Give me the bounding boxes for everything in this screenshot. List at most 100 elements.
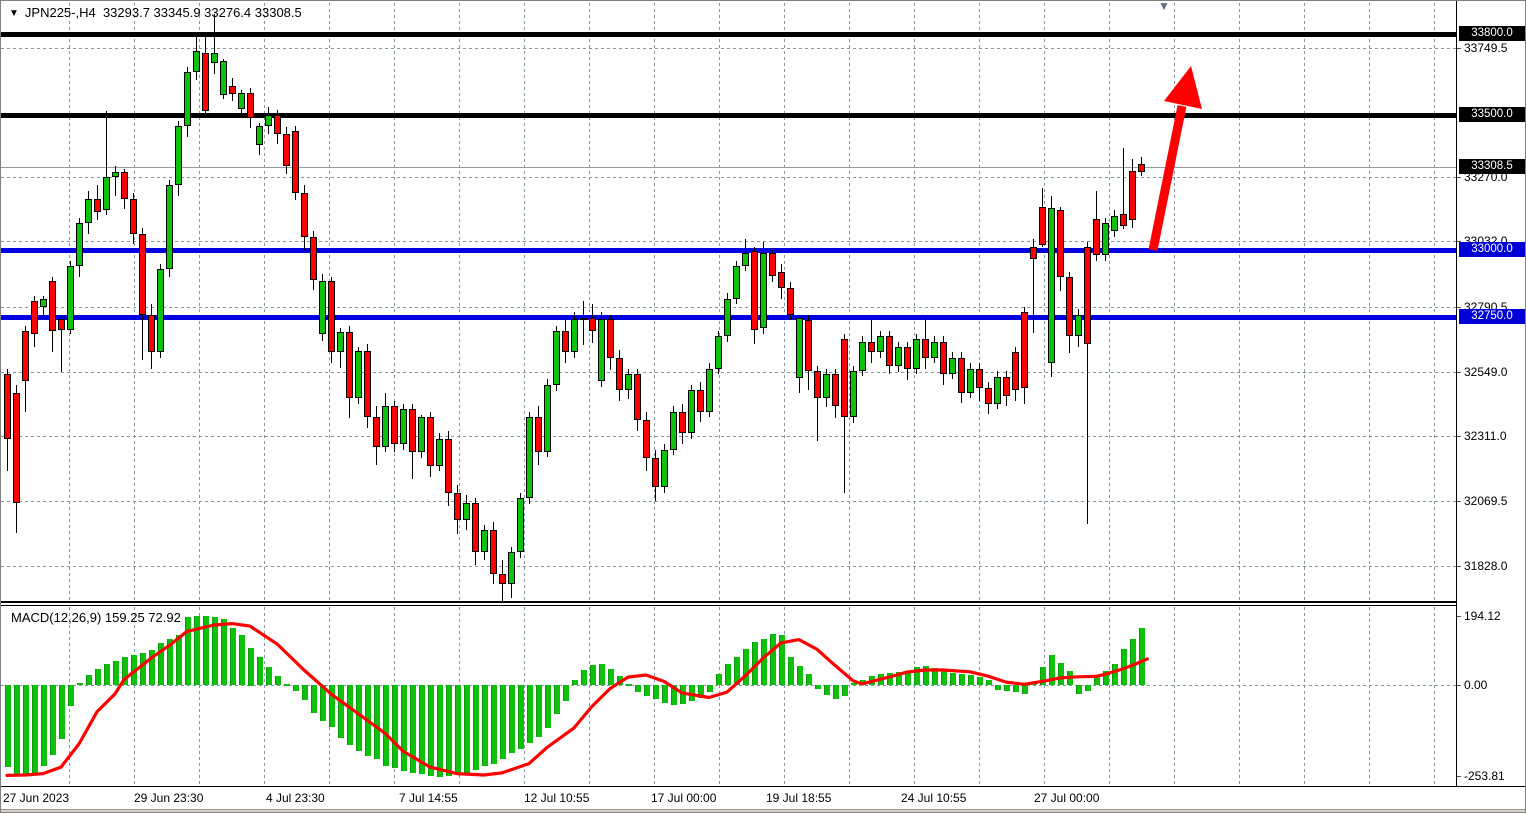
price-badge: 33308.5	[1459, 159, 1525, 174]
candle	[544, 385, 551, 452]
macd-histogram-bar	[347, 685, 353, 745]
candle	[634, 374, 641, 420]
candle	[13, 393, 20, 503]
macd-histogram-bar	[203, 616, 209, 685]
macd-histogram-bar	[842, 685, 848, 696]
macd-histogram-bar	[1139, 628, 1145, 685]
candle	[1039, 207, 1046, 245]
candle	[922, 339, 929, 358]
vertical-gridline	[1304, 607, 1305, 786]
vertical-gridline	[1174, 607, 1175, 786]
candle	[1102, 223, 1109, 255]
candle-wick	[1087, 242, 1088, 524]
macd-histogram-bar	[914, 667, 920, 685]
candle	[967, 369, 974, 393]
horizontal-gridline	[1, 501, 1456, 502]
candle	[1003, 377, 1010, 396]
macd-histogram-bar	[383, 685, 389, 766]
candle-wick	[115, 166, 116, 196]
current-price-line	[1, 167, 1456, 168]
candle	[175, 126, 182, 185]
candle	[517, 498, 524, 552]
candle	[22, 331, 29, 381]
macd-histogram-bar	[995, 685, 1001, 690]
candle	[778, 272, 785, 288]
vertical-gridline	[914, 607, 915, 786]
time-axis[interactable]: 27 Jun 2023 29 Jun 23:30 4 Jul 23:30 7 Jul …	[1, 787, 1525, 809]
macd-histogram-bar	[779, 635, 785, 685]
vertical-gridline	[1044, 3, 1045, 601]
macd-histogram-bar	[401, 685, 407, 771]
candle	[445, 439, 452, 493]
candle	[697, 390, 704, 412]
candle	[319, 281, 326, 334]
symbol-period-label: JPN225-,H4	[24, 5, 96, 20]
candle-wick	[583, 301, 584, 345]
candle	[130, 199, 137, 234]
vertical-gridline	[849, 3, 850, 601]
macd-histogram-bar	[563, 685, 569, 701]
macd-pane[interactable]	[1, 607, 1456, 786]
vertical-gridline	[1044, 607, 1045, 786]
macd-histogram-bar	[1130, 639, 1136, 685]
price-badge: 33000.0	[1459, 242, 1525, 257]
macd-histogram-bar	[950, 673, 956, 685]
candle	[733, 266, 740, 299]
candle	[814, 371, 821, 398]
macd-histogram-bar	[1076, 685, 1082, 694]
candle-wick	[214, 14, 215, 74]
macd-histogram-bar	[131, 655, 137, 685]
macd-histogram-bar	[446, 685, 452, 776]
candle	[895, 347, 902, 366]
candle	[139, 234, 146, 315]
macd-histogram-bar	[752, 642, 758, 685]
vertical-gridline	[1369, 3, 1370, 601]
candle	[985, 388, 992, 404]
candle	[247, 93, 254, 118]
price-pane[interactable]	[1, 1, 1456, 601]
candle	[1120, 214, 1127, 226]
macd-histogram-bar	[275, 676, 281, 685]
pane-separator-top[interactable]	[1, 601, 1456, 603]
candle	[418, 417, 425, 452]
candle	[76, 223, 83, 266]
macd-histogram-bar	[1094, 677, 1100, 685]
window-bottom-edge	[1, 809, 1525, 812]
price-badge: 33800.0	[1459, 26, 1525, 41]
macd-histogram-bar	[545, 685, 551, 728]
macd-histogram-bar	[527, 685, 533, 743]
macd-histogram-bar	[491, 685, 497, 764]
symbol-dropdown-icon[interactable]: ▼	[9, 8, 19, 19]
time-axis-label: 27 Jul 00:00	[1034, 791, 1100, 805]
candle	[706, 369, 713, 412]
price-axis[interactable]: 33749.5 33270.0 33032.0 32790.5 32549.0 32311…	[1457, 1, 1525, 787]
candle	[661, 450, 668, 487]
time-axis-label: 17 Jul 00:00	[651, 791, 717, 805]
vertical-gridline	[784, 3, 785, 601]
macd-histogram-bar	[302, 685, 308, 700]
candle	[526, 417, 533, 498]
candle	[202, 53, 209, 111]
macd-histogram-bar	[653, 685, 659, 699]
candle	[499, 574, 506, 584]
candle	[481, 530, 488, 552]
candle	[283, 134, 290, 166]
macd-histogram-bar	[338, 685, 344, 738]
candle	[1030, 247, 1037, 259]
macd-histogram-bar	[410, 685, 416, 773]
vertical-gridline	[979, 3, 980, 601]
candle	[742, 253, 749, 266]
macd-histogram-bar	[797, 666, 803, 685]
macd-histogram-bar	[212, 617, 218, 685]
price-axis-label: 33749.5	[1464, 41, 1508, 55]
ohlc-quote-label: 33293.7 33345.9 33276.4 33308.5	[102, 5, 302, 20]
candle	[1093, 219, 1100, 255]
vertical-gridline	[1434, 607, 1435, 786]
macd-histogram-bar	[437, 685, 443, 777]
candle	[562, 331, 569, 352]
candle	[796, 318, 803, 378]
candle	[1021, 312, 1028, 388]
macd-histogram-bar	[824, 685, 830, 695]
macd-histogram-bar	[455, 685, 461, 775]
